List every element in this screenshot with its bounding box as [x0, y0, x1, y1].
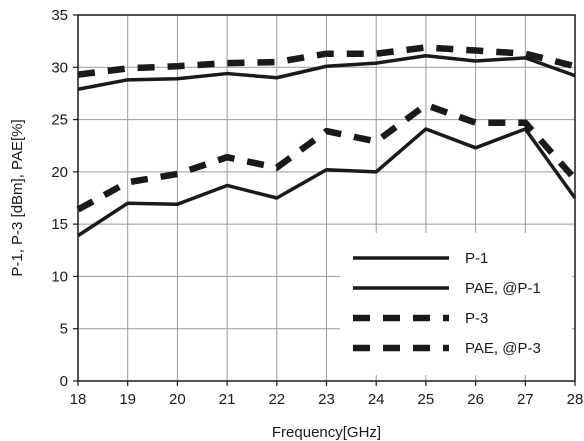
- x-tick-label: 26: [467, 391, 484, 408]
- series-line-2: [77, 127, 577, 238]
- y-tick-label: 30: [51, 59, 68, 76]
- series-line-1: [77, 54, 576, 91]
- y-tick-label: 20: [51, 164, 68, 181]
- legend-label-4: PAE, @P-3: [465, 340, 541, 357]
- series-line-4: [76, 101, 578, 213]
- x-tick-label: 28: [567, 391, 584, 408]
- x-tick-label: 24: [368, 391, 385, 408]
- y-tick-label: 5: [60, 321, 68, 338]
- x-tick-label: 27: [517, 391, 534, 408]
- x-tick-label: 20: [169, 391, 186, 408]
- y-tick-label: 35: [51, 7, 68, 24]
- series-line-3: [77, 44, 576, 78]
- legend-label-1: P-1: [465, 250, 488, 267]
- legend-label-3: P-3: [465, 310, 488, 327]
- x-tick-label: 19: [119, 391, 136, 408]
- y-tick-label: 0: [60, 373, 68, 390]
- legend-label-2: PAE, @P-1: [465, 280, 541, 297]
- y-tick-label: 15: [51, 216, 68, 233]
- x-tick-label: 21: [219, 391, 236, 408]
- x-tick-label: 22: [268, 391, 285, 408]
- x-tick-label: 25: [418, 391, 435, 408]
- series-layer: [76, 44, 578, 238]
- y-axis-label: P-1, P-3 [dBm], PAE[%]: [9, 119, 26, 276]
- x-tick-label: 18: [70, 391, 87, 408]
- x-axis-label: Frequency[GHz]: [272, 424, 381, 441]
- x-tick-label: 23: [318, 391, 335, 408]
- legend: P-1 PAE, @P-1 P-3 PAE, @P-3: [353, 250, 541, 357]
- y-tick-label: 10: [51, 268, 68, 285]
- y-axis-ticks: 0 5 10 15 20 25 30 35: [51, 7, 78, 390]
- y-tick-label: 25: [51, 112, 68, 129]
- x-axis-ticks: 18 19 20 21 22 23 24 25 26 27 28: [70, 381, 584, 408]
